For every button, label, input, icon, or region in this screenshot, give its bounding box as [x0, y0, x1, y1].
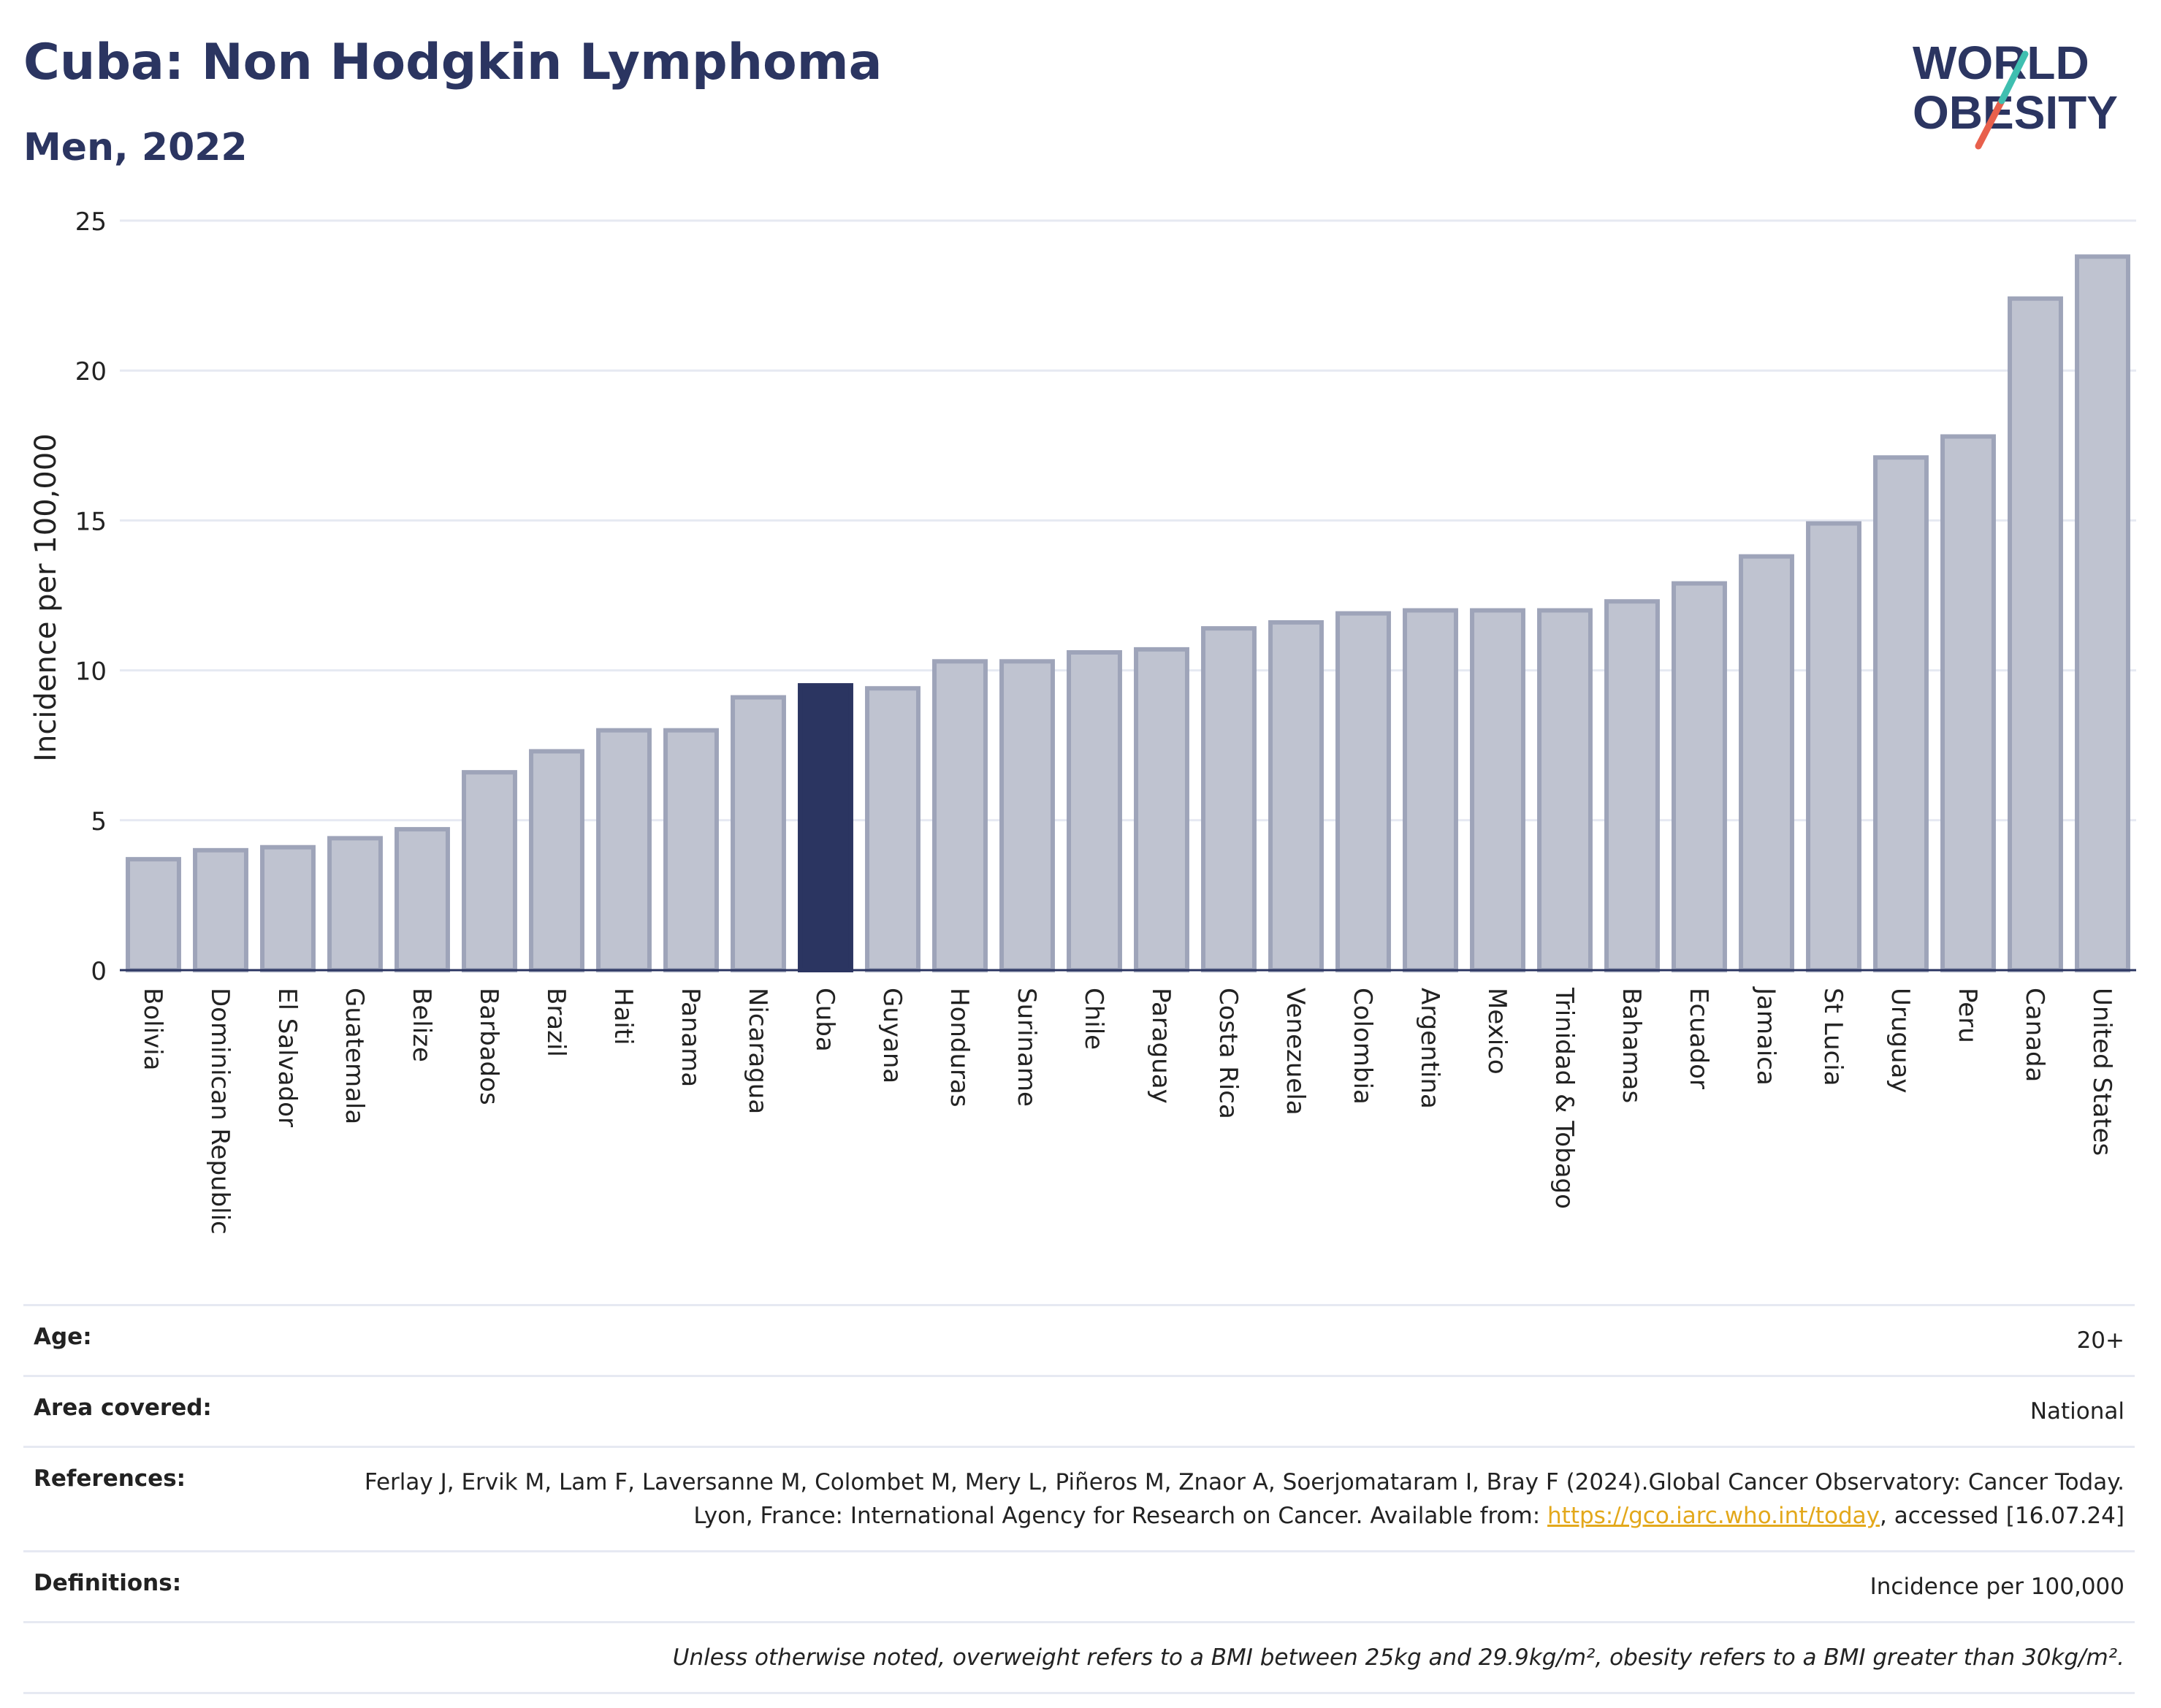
x-tick-label: Suriname: [1012, 988, 1041, 1107]
x-tick-label: Trinidad & Tobago: [1550, 987, 1579, 1209]
y-axis-label: Incidence per 100,000: [29, 433, 63, 762]
bar-chile: [1067, 649, 1122, 972]
bar-jamaica: [1739, 554, 1794, 972]
bar-mexico: [1470, 608, 1525, 973]
meta-value: Unless otherwise noted, overweight refer…: [672, 1644, 2124, 1671]
bar-bahamas: [1604, 599, 1660, 972]
x-tick-label: Belize: [407, 988, 436, 1062]
bar-chart: 0 5 10 15 20 25 Incidence per 100,000 Bolivia…: [29, 207, 2136, 1235]
x-tick-label: Ecuador: [1684, 988, 1713, 1089]
bar-cuba: [798, 683, 853, 972]
x-tick-label: Cuba: [810, 988, 839, 1052]
meta-row: Age: 20+: [23, 1304, 2135, 1375]
x-tick-label: Peru: [1953, 988, 1982, 1043]
x-tick-label: Haiti: [609, 988, 638, 1045]
bar-bolivia: [126, 857, 181, 972]
x-tick-label: Canada: [2020, 988, 2049, 1082]
meta-value: Ferlay J, Ervik M, Lam F, Laversanne M, …: [364, 1469, 2124, 1529]
meta-row: Area covered: National: [23, 1375, 2135, 1446]
x-tick-label: El Salvador: [272, 988, 302, 1127]
x-tick-label: Argentina: [1415, 988, 1444, 1109]
world-obesity-logo: WORLD OBESITY: [1913, 37, 2118, 150]
bar-uruguay: [1873, 455, 1929, 972]
meta-row: References: Ferlay J, Ervik M, Lam F, Lav…: [23, 1446, 2135, 1550]
meta-row: Definitions: Incidence per 100,000: [23, 1550, 2135, 1621]
x-tick-label: Mexico: [1482, 988, 1512, 1075]
x-tick-label: Chile: [1079, 988, 1108, 1050]
x-tick-label: United States: [2087, 988, 2116, 1156]
logo-line1: WORLD: [1913, 37, 2089, 89]
logo-line2: OBESITY: [1913, 86, 2118, 139]
bar-belize: [395, 827, 450, 972]
meta-label: Age:: [34, 1324, 92, 1350]
bar-venezuela: [1268, 619, 1324, 972]
gridlines: [120, 219, 2136, 822]
bar-trinidad-tobago: [1537, 608, 1593, 973]
bar-honduras: [932, 659, 988, 973]
bar-colombia: [1335, 611, 1391, 973]
x-tick-label: Honduras: [945, 988, 974, 1107]
bar-guatemala: [327, 836, 383, 973]
y-tick-label: 25: [75, 207, 107, 237]
reference-link[interactable]: https://gco.iarc.who.int/today: [1547, 1503, 1880, 1529]
x-tick-label: Costa Rica: [1213, 988, 1243, 1119]
x-tick-label: Guyana: [877, 988, 907, 1083]
metadata-table: Age: 20+ Area covered: National References: F…: [23, 1304, 2135, 1694]
bar-nicaragua: [731, 695, 786, 972]
meta-row: Unless otherwise noted, overweight refer…: [23, 1621, 2135, 1694]
logo-slash-red: [1975, 97, 2005, 150]
x-tick-label: Brazil: [541, 988, 571, 1057]
meta-value: Incidence per 100,000: [1870, 1574, 2124, 1600]
x-tick-label: Guatemala: [340, 988, 369, 1124]
bar-united-states: [2075, 254, 2130, 973]
bar-argentina: [1403, 608, 1458, 973]
x-tick-label: St Lucia: [1818, 988, 1848, 1086]
meta-label: Area covered:: [34, 1395, 212, 1421]
y-tick-label: 10: [75, 657, 107, 687]
x-tick-label: Venezuela: [1281, 988, 1310, 1116]
y-tick-label: 5: [91, 807, 107, 836]
x-tick-label: Jamaica: [1751, 986, 1780, 1086]
bar-peru: [1940, 434, 1996, 973]
bar-suriname: [999, 659, 1055, 973]
bar-canada: [2008, 296, 2063, 973]
bar-el-salvador: [260, 845, 316, 973]
bar-ecuador: [1672, 581, 1727, 972]
page-subtitle: Men, 2022: [23, 126, 248, 169]
bar-haiti: [596, 728, 652, 972]
bars: [126, 254, 2130, 973]
x-tick-label: Bolivia: [138, 988, 167, 1070]
logo-slash-teal: [1998, 50, 2029, 104]
x-axis-ticks: Bolivia Dominican Republic El Salvador Guat…: [138, 986, 2116, 1235]
x-tick-label: Uruguay: [1886, 988, 1915, 1094]
bar-brazil: [529, 749, 584, 973]
meta-label: Definitions:: [34, 1570, 182, 1596]
x-tick-label: Colombia: [1348, 988, 1377, 1105]
y-tick-label: 20: [75, 357, 107, 386]
y-tick-label: 15: [75, 507, 107, 536]
bar-panama: [663, 728, 719, 972]
page-title: Cuba: Non Hodgkin Lymphoma: [23, 34, 883, 91]
x-tick-label: Barbados: [474, 988, 503, 1105]
bar-st-lucia: [1806, 521, 1861, 972]
meta-value: National: [2029, 1398, 2124, 1425]
x-tick-label: Dominican Republic: [205, 988, 235, 1235]
x-tick-label: Nicaragua: [743, 988, 772, 1114]
x-tick-label: Bahamas: [1617, 988, 1646, 1103]
y-axis-ticks: 0 5 10 15 20 25: [75, 207, 107, 986]
meta-value: 20+: [2076, 1327, 2124, 1354]
y-tick-label: 0: [91, 957, 107, 986]
x-tick-label: Paraguay: [1146, 988, 1175, 1104]
bar-costa-rica: [1201, 626, 1257, 972]
bar-guyana: [865, 686, 921, 972]
meta-label: References:: [34, 1465, 186, 1492]
x-tick-label: Panama: [676, 988, 705, 1087]
bar-paraguay: [1134, 647, 1189, 972]
bar-dominican-republic: [193, 847, 248, 973]
bar-barbados: [462, 770, 517, 972]
